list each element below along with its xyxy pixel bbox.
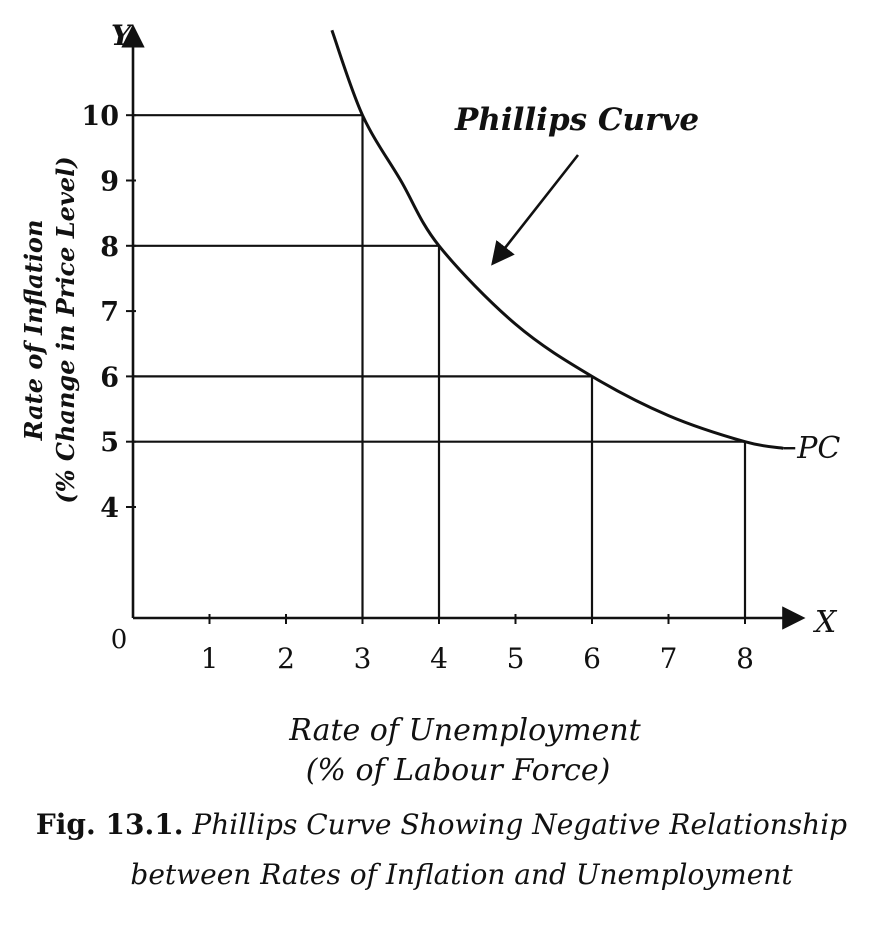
x-tick-label: 5 [507,642,525,675]
figure-caption-line1: Fig. 13.1. Phillips Curve Showing Negati… [0,808,883,841]
y-axis-letter: Y [111,19,134,52]
phillips-curve-line [330,29,784,450]
y-tick-label: 9 [100,166,119,197]
x-tick-label: 3 [354,642,372,675]
figure-caption-line2: between Rates of Inflation and Unemploym… [130,858,793,891]
annotation-arrow [491,154,580,266]
pc-label: PC [796,431,840,466]
origin-label: 0 [111,625,128,655]
y-tick-label: 6 [100,362,119,393]
x-tick-label: 7 [660,642,678,675]
figure-label: Fig. 13.1. [35,808,184,841]
y-tick-label: 8 [100,232,119,263]
y-tick-label: 10 [81,101,119,132]
x-tick-label: 2 [277,642,295,675]
phillips-curve-annotation: Phillips Curve [454,102,699,138]
x-tick-label: 8 [736,642,754,675]
y-axis-title: Rate of Inflation [19,220,48,442]
y-tick-label: 5 [100,428,119,459]
figure-caption-text: Phillips Curve Showing Negative Relation… [192,808,848,841]
x-tick-label: 6 [583,642,601,675]
x-tick-label: 1 [201,642,219,675]
x-axis-subtitle: (% of Labour Force) [306,753,611,788]
y-tick-label: 7 [100,297,119,328]
y-axis-subtitle: (% Change in Price Level) [51,156,80,503]
y-tick-label: 4 [100,493,119,524]
x-axis-letter: X [813,605,838,640]
x-tick-label: 4 [430,642,448,675]
x-axis-title: Rate of Unemployment [288,713,641,748]
